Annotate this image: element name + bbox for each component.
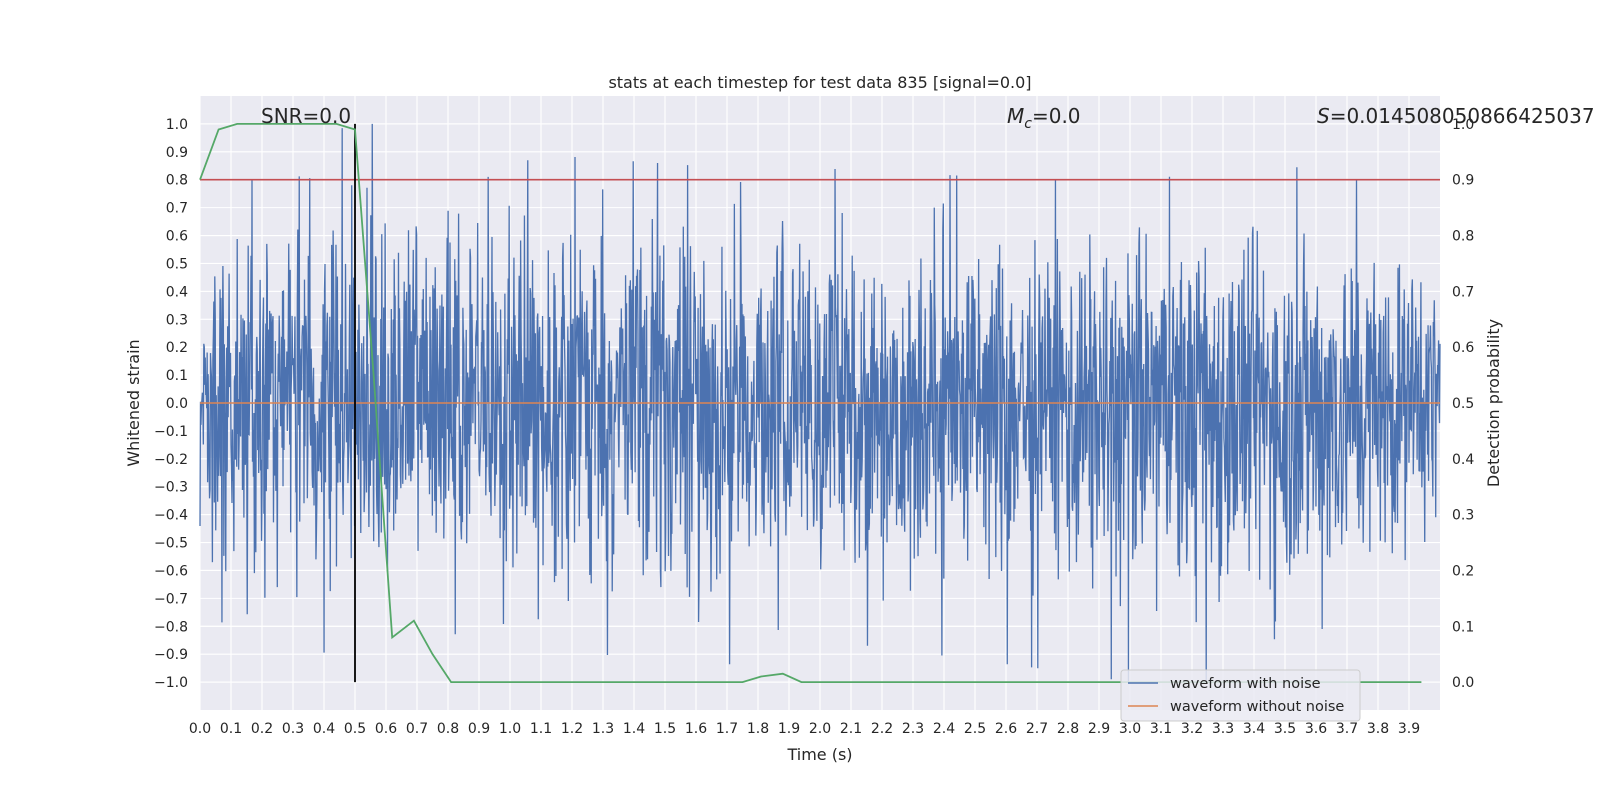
y-tick-label: 0.4 xyxy=(166,284,188,300)
x-tick-label: 3.2 xyxy=(1181,721,1203,737)
y-tick-label: −0.2 xyxy=(154,452,188,468)
y-axis-title: Whitened strain xyxy=(124,339,143,466)
y-tick-label: 0.9 xyxy=(166,145,188,161)
y2-tick-label: 0.6 xyxy=(1452,340,1474,356)
x-tick-label: 2.6 xyxy=(995,721,1017,737)
x-tick-label: 3.1 xyxy=(1150,721,1172,737)
x-tick-label: 0.0 xyxy=(189,721,211,737)
x-tick-label: 3.5 xyxy=(1274,721,1296,737)
y-tick-label: −0.7 xyxy=(154,591,188,607)
x-tick-label: 1.3 xyxy=(592,721,614,737)
x-tick-label: 1.0 xyxy=(499,721,521,737)
x-tick-label: 0.8 xyxy=(437,721,459,737)
legend: waveform with noise waveform without noi… xyxy=(1120,669,1361,722)
x-tick-label: 0.2 xyxy=(251,721,273,737)
y-tick-label: 0.2 xyxy=(166,340,188,356)
noise-waveform-line xyxy=(199,123,1441,683)
y-tick-label: 0.6 xyxy=(166,229,188,245)
chirp-mass-symbol: M xyxy=(1007,104,1024,128)
y2-tick-label: 0.8 xyxy=(1452,229,1474,245)
s-symbol: S xyxy=(1317,104,1330,128)
x-tick-label: 1.4 xyxy=(623,721,645,737)
x-tick-label: 3.0 xyxy=(1119,721,1141,737)
y2-tick-label: 0.0 xyxy=(1452,675,1474,691)
x-tick-label: 1.1 xyxy=(530,721,552,737)
x-tick-label: 3.7 xyxy=(1336,721,1358,737)
x-tick-label: 2.0 xyxy=(809,721,831,737)
y-tick-label: −0.4 xyxy=(154,508,188,524)
x-tick-label: 0.9 xyxy=(468,721,490,737)
y2-axis-title: Detection probability xyxy=(1484,319,1503,487)
series-lines xyxy=(199,123,1440,683)
y2-tick-label: 0.7 xyxy=(1452,284,1474,300)
y-tick-label: 0.8 xyxy=(166,173,188,189)
x-tick-label: 2.4 xyxy=(933,721,955,737)
x-tick-label: 3.8 xyxy=(1367,721,1389,737)
x-tick-label: 2.1 xyxy=(840,721,862,737)
y-tick-label: −0.6 xyxy=(154,563,188,579)
y-tick-label: 1.0 xyxy=(166,117,188,133)
s-value: =0.014508050866425037 xyxy=(1330,104,1595,128)
legend-label-clean: waveform without noise xyxy=(1170,699,1344,715)
detection-probability-line xyxy=(199,123,1422,683)
x-axis-title: Time (s) xyxy=(786,745,852,764)
chirp-mass-subscript: c xyxy=(1024,116,1032,132)
y2-tick-label: 0.1 xyxy=(1452,619,1474,635)
y-tick-label: 0.3 xyxy=(166,312,188,328)
x-tick-label: 1.9 xyxy=(778,721,800,737)
x-tick-label: 2.2 xyxy=(871,721,893,737)
y2-tick-label: 0.4 xyxy=(1452,452,1474,468)
x-tick-label: 3.9 xyxy=(1398,721,1420,737)
x-tick-label: 2.7 xyxy=(1026,721,1048,737)
x-tick-label: 3.3 xyxy=(1212,721,1234,737)
x-tick-label: 0.6 xyxy=(375,721,397,737)
x-tick-label: 1.6 xyxy=(685,721,707,737)
x-tick-label: 2.3 xyxy=(902,721,924,737)
y2-tick-label: 0.3 xyxy=(1452,508,1474,524)
y2-tick-label: 0.2 xyxy=(1452,563,1474,579)
snr-annotation: SNR=0.0 xyxy=(261,104,351,128)
chirp-mass-annotation: Mc=0.0 xyxy=(1007,104,1081,132)
chirp-mass-value: =0.0 xyxy=(1032,104,1081,128)
legend-label-noise: waveform with noise xyxy=(1170,676,1321,692)
chart-title: stats at each timestep for test data 835… xyxy=(608,73,1031,92)
y-tick-labels: 1.0 0.9 0.8 0.7 0.6 0.5 0.4 0.3 0.2 0.1 0.0 −0.1 −0.… xyxy=(154,117,188,691)
y-tick-label: −0.9 xyxy=(154,647,188,663)
series-waveform-with-noise xyxy=(199,123,1441,683)
y2-tick-labels: 1.0 0.9 0.8 0.7 0.6 0.5 0.4 0.3 0.2 0.1 0.0 xyxy=(1452,117,1474,691)
x-tick-label: 3.6 xyxy=(1305,721,1327,737)
y-tick-label: 0.0 xyxy=(166,396,188,412)
legend-box xyxy=(1120,669,1361,722)
x-tick-label: 1.8 xyxy=(747,721,769,737)
y-tick-label: −0.3 xyxy=(154,480,188,496)
s-annotation: S=0.014508050866425037 xyxy=(1317,104,1595,128)
y-tick-label: −0.1 xyxy=(154,424,188,440)
x-tick-label: 0.4 xyxy=(313,721,335,737)
y-tick-label: −0.5 xyxy=(154,536,188,552)
x-tick-label: 0.3 xyxy=(282,721,304,737)
y-tick-label: −1.0 xyxy=(154,675,188,691)
x-tick-label: 0.7 xyxy=(406,721,428,737)
y-tick-label: 0.7 xyxy=(166,201,188,217)
x-tick-label: 0.1 xyxy=(220,721,242,737)
y-tick-label: 0.5 xyxy=(166,256,188,272)
y-tick-label: −0.8 xyxy=(154,619,188,635)
y2-tick-label: 1.0 xyxy=(1452,117,1474,133)
x-tick-label: 0.5 xyxy=(344,721,366,737)
x-tick-labels: 0.0 0.1 0.2 0.3 0.4 0.5 0.6 0.7 0.8 0.9 1.0 1.1 1.2 1… xyxy=(189,721,1420,737)
x-tick-label: 2.9 xyxy=(1088,721,1110,737)
x-tick-label: 2.5 xyxy=(964,721,986,737)
x-tick-label: 2.8 xyxy=(1057,721,1079,737)
y2-tick-label: 0.9 xyxy=(1452,173,1474,189)
x-tick-label: 3.4 xyxy=(1243,721,1265,737)
x-tick-label: 1.5 xyxy=(654,721,676,737)
y2-tick-label: 0.5 xyxy=(1452,396,1474,412)
x-tick-label: 1.7 xyxy=(716,721,738,737)
x-tick-label: 1.2 xyxy=(561,721,583,737)
y-tick-label: 0.1 xyxy=(166,368,188,384)
